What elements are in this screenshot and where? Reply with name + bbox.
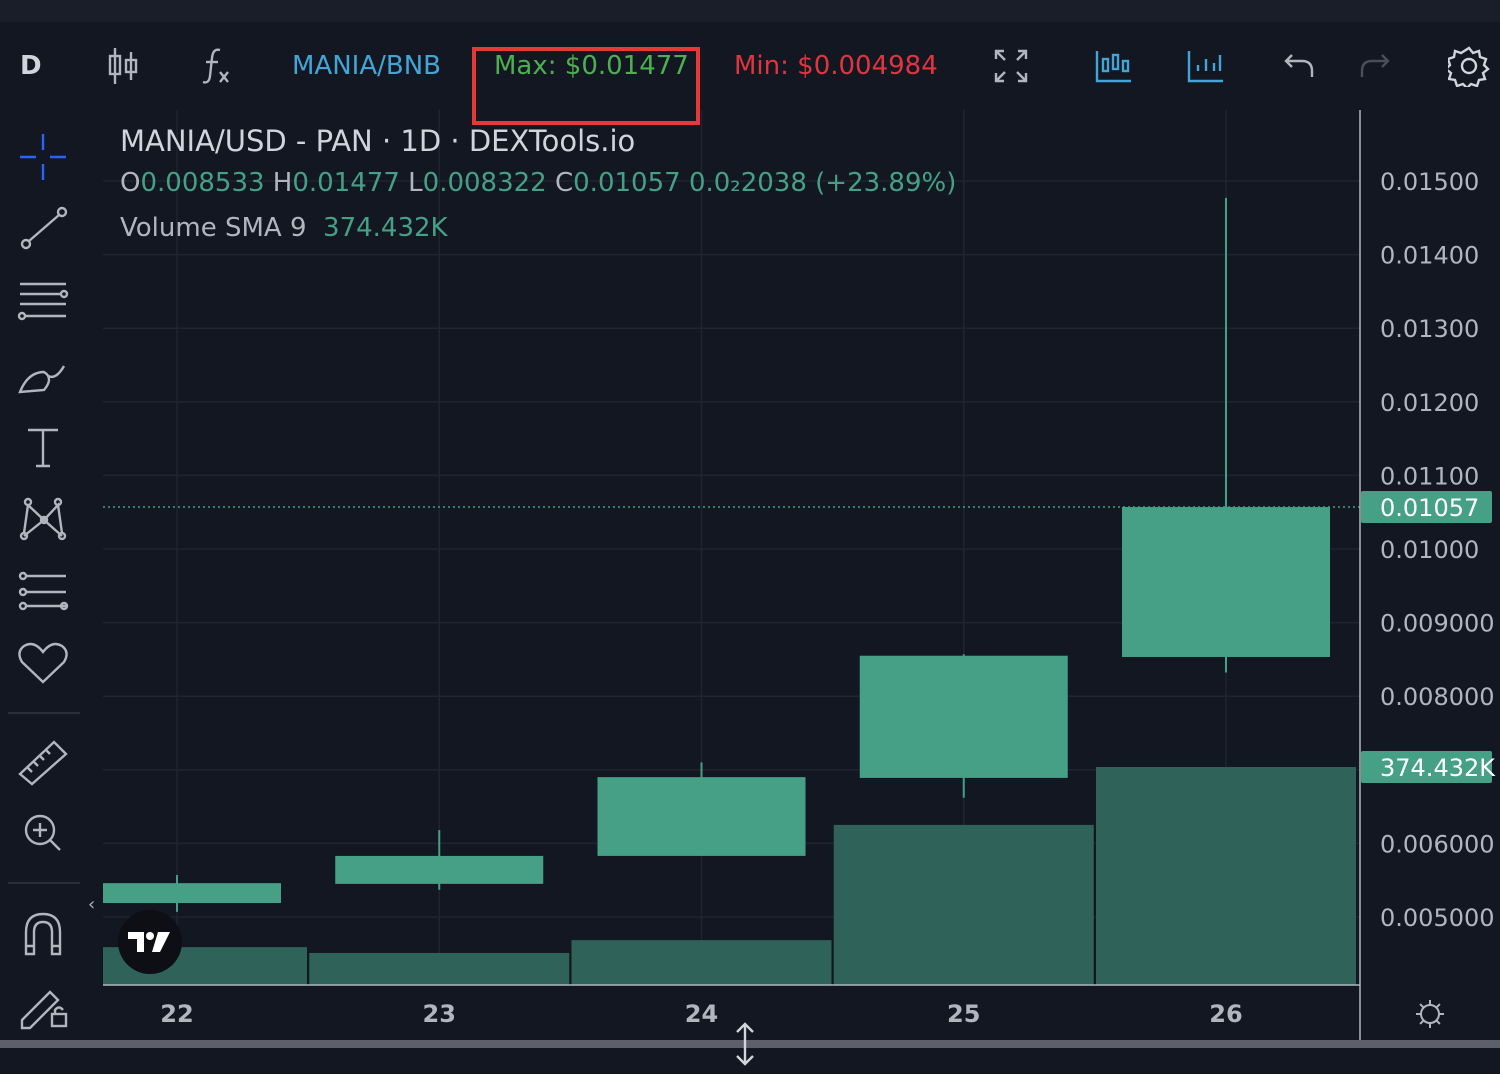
pane-resize-bar[interactable]: [0, 1040, 1500, 1048]
lock-drawings-icon[interactable]: [14, 980, 72, 1030]
collapse-toolbar-button[interactable]: ‹: [88, 894, 96, 915]
price-tick-label: 0.008000: [1380, 683, 1495, 711]
volume-bar: [833, 824, 1094, 985]
bottom-area: [0, 1048, 1500, 1074]
volume-legend-value: 374.432K: [323, 213, 448, 243]
price-tick-label: 0.01400: [1380, 242, 1479, 270]
candle-body: [103, 883, 281, 904]
volume-bar: [1096, 767, 1356, 985]
ohlc-legend: O0.008533 H0.01477 L0.008322 C0.01057 0.…: [120, 168, 956, 198]
last-price-tag: [1361, 491, 1492, 524]
pair-selector[interactable]: MANIA/BNB: [292, 22, 441, 110]
volume-bar: [309, 952, 570, 985]
price-tick-label: 0.005000: [1380, 904, 1495, 932]
candle-body: [335, 855, 544, 884]
interval-button[interactable]: D: [20, 51, 42, 81]
price-tick-label: 0.01200: [1380, 389, 1479, 417]
last-price-tag-label: 0.01057: [1380, 494, 1479, 522]
toolbar-divider: [8, 882, 80, 884]
window-top-strip: [0, 0, 1500, 22]
crosshair-icon[interactable]: [14, 132, 72, 182]
volume-bar: [571, 940, 832, 985]
candle-body: [1122, 507, 1330, 657]
ruler-icon[interactable]: [14, 736, 72, 786]
zoom-in-icon[interactable]: [14, 808, 72, 858]
redo-icon[interactable]: [1358, 22, 1392, 110]
indicators-icon[interactable]: [200, 22, 234, 110]
axis-settings-icon[interactable]: [1416, 1000, 1444, 1028]
price-tick-label: 0.009000: [1380, 610, 1495, 638]
fib-lines-icon[interactable]: [14, 276, 72, 326]
heart-icon[interactable]: [14, 638, 72, 688]
prediction-icon[interactable]: [14, 566, 72, 616]
change-value: 0.0₂2038 (+23.89%): [688, 168, 957, 198]
time-tick-label: 25: [947, 1000, 980, 1028]
toolbar-divider: [8, 712, 80, 714]
close-label: C: [554, 168, 574, 198]
close-value: 0.01057: [573, 168, 681, 198]
chart-compare-icon[interactable]: [1094, 22, 1134, 110]
time-tick-label: 23: [423, 1000, 456, 1028]
candles-icon[interactable]: [106, 22, 140, 110]
volume-tag-label: 374.432K: [1380, 754, 1496, 782]
volume-legend: Volume SMA 9 374.432K: [120, 213, 448, 243]
brush-icon[interactable]: [14, 350, 72, 400]
fullscreen-icon[interactable]: [992, 22, 1030, 110]
chart-title: MANIA/USD - PAN · 1D · DEXTools.io: [120, 124, 636, 158]
high-value: 0.01477: [292, 168, 400, 198]
pair-label: MANIA/BNB: [292, 51, 442, 81]
high-label: H: [272, 168, 293, 198]
volume-legend-label: Volume SMA 9: [120, 213, 307, 243]
settings-icon[interactable]: [1448, 22, 1490, 110]
candle-body: [859, 655, 1068, 778]
text-icon[interactable]: [14, 422, 72, 472]
pattern-icon[interactable]: [14, 494, 72, 544]
time-tick-label: 22: [160, 1000, 193, 1028]
time-tick-label: 26: [1209, 1000, 1242, 1028]
price-tick-label: 0.01100: [1380, 462, 1479, 490]
price-tick-label: 0.01300: [1380, 315, 1479, 343]
magnet-icon[interactable]: [14, 908, 72, 958]
open-label: O: [120, 168, 141, 198]
volume-chart-icon[interactable]: [1186, 22, 1226, 110]
volume-tag: [1361, 751, 1492, 783]
max-highlight-box: [472, 47, 700, 125]
open-value: 0.008533: [140, 168, 265, 198]
price-tick-label: 0.01500: [1380, 168, 1479, 196]
time-tick-label: 24: [685, 1000, 718, 1028]
trend-line-icon[interactable]: [14, 204, 72, 254]
undo-icon[interactable]: [1282, 22, 1316, 110]
price-tick-label: 0.01000: [1380, 536, 1479, 564]
drawing-toolbar: ‹: [0, 110, 95, 1040]
low-label: L: [408, 168, 423, 198]
price-tick-label: 0.006000: [1380, 830, 1495, 858]
tradingview-logo[interactable]: [118, 910, 182, 974]
max-price-label: Max: $0.01477: [494, 51, 689, 81]
min-price-label: Min: $0.004984: [734, 51, 938, 81]
candle-body: [597, 777, 806, 856]
low-value: 0.008322: [422, 168, 547, 198]
top-toolbar: D MANIA/BNB Max: $0.01477 Min: $0.004984: [0, 22, 1500, 125]
resize-handle-icon[interactable]: [733, 1022, 757, 1070]
